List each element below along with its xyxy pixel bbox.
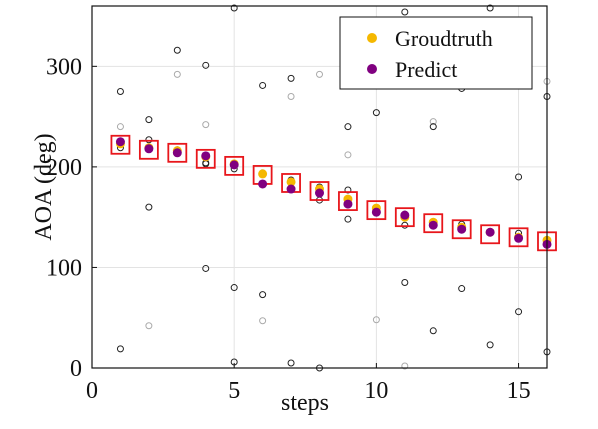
selection-box xyxy=(366,200,387,221)
candidate-point-dark xyxy=(429,327,437,335)
groudtruth-point xyxy=(286,177,296,187)
predict-point xyxy=(172,148,182,158)
selection-box xyxy=(309,181,330,201)
candidate-point-dark xyxy=(230,284,238,292)
candidate-point-dark xyxy=(116,345,124,353)
predict-point xyxy=(371,207,381,217)
y-tick-label: 100 xyxy=(46,255,82,281)
selection-box xyxy=(167,142,188,163)
legend: Groudtruth Predict xyxy=(339,16,533,90)
candidate-point-dark xyxy=(259,291,267,299)
predict-point xyxy=(115,137,125,147)
candidate-point-dark xyxy=(287,74,295,82)
candidate-point-dark xyxy=(344,215,352,223)
candidate-point-light xyxy=(429,118,437,126)
predict-point xyxy=(457,224,467,234)
candidate-point-light xyxy=(145,322,153,330)
predict-point xyxy=(229,160,239,170)
x-tick-label: 10 xyxy=(364,378,388,404)
candidate-point-light xyxy=(372,316,380,324)
y-axis-label: AOA (deg) xyxy=(31,133,57,240)
x-axis-label: steps xyxy=(281,390,329,416)
candidate-point-dark xyxy=(401,279,409,287)
legend-label-predict: Predict xyxy=(395,57,457,82)
candidate-point-light xyxy=(116,123,124,131)
predict-point xyxy=(144,144,154,154)
x-tick-label: 15 xyxy=(507,378,531,404)
candidate-point-light xyxy=(401,362,409,370)
selection-box xyxy=(138,139,159,160)
selected-boxes xyxy=(110,134,557,252)
selection-box xyxy=(195,148,216,169)
predict-point xyxy=(485,227,495,237)
selection-box xyxy=(451,219,472,240)
candidate-point-dark xyxy=(515,308,523,316)
plot-frame xyxy=(91,5,548,369)
candidate-point-dark xyxy=(486,4,494,12)
ticks xyxy=(91,65,520,369)
candidate-point-dark xyxy=(259,81,267,89)
selection-box xyxy=(480,224,501,245)
predict-point xyxy=(201,151,211,161)
legend-marker-predict xyxy=(367,64,377,74)
candidate-point-dark xyxy=(401,221,409,229)
predict-point xyxy=(428,220,438,230)
candidate-point-light xyxy=(202,121,210,129)
predict-point xyxy=(315,188,324,198)
selection-box xyxy=(224,155,245,176)
candidate-point-dark xyxy=(344,186,352,194)
selection-box xyxy=(338,191,358,211)
predict-point xyxy=(400,210,410,220)
candidate-point-dark xyxy=(145,116,153,124)
candidate-point-dark xyxy=(344,123,352,131)
candidate-point-dark xyxy=(401,8,409,16)
candidate-point-dark xyxy=(173,46,181,54)
candidate-point-light xyxy=(287,93,295,100)
candidate-point-light xyxy=(173,70,181,78)
candidate-point-dark xyxy=(486,341,494,349)
selection-box xyxy=(110,134,131,155)
candidate-point-light xyxy=(259,317,267,325)
candidate-point-dark xyxy=(145,203,153,211)
candidate-point-dark xyxy=(202,61,210,69)
candidate-point-dark xyxy=(372,109,380,117)
candidate-point-dark xyxy=(202,264,210,272)
y-tick-label: 0 xyxy=(70,356,82,382)
candidate-point-dark xyxy=(515,173,523,181)
y-tick-label: 300 xyxy=(46,54,82,80)
candidate-point-light xyxy=(316,70,323,78)
x-tick-label: 5 xyxy=(228,378,240,404)
candidate-point-dark xyxy=(116,87,124,95)
predict-point xyxy=(258,179,268,189)
y-tick-label: 200 xyxy=(46,155,82,181)
selection-box xyxy=(508,227,529,248)
candidate-point-dark xyxy=(287,359,295,367)
predict-point xyxy=(343,199,353,209)
selection-box xyxy=(423,213,444,234)
legend-label-groudtruth: Groudtruth xyxy=(395,26,493,51)
legend-marker-groudtruth xyxy=(367,33,377,43)
candidate-point-dark xyxy=(230,4,238,12)
predict-point xyxy=(286,184,296,194)
selection-box xyxy=(394,207,415,228)
groudtruth-point xyxy=(258,169,268,179)
predict-point xyxy=(514,233,524,243)
candidate-point-dark xyxy=(458,285,466,293)
tick-labels: 0 5 10 15 0 100 200 300 xyxy=(46,54,531,404)
x-tick-label: 0 xyxy=(86,378,98,404)
legend-box xyxy=(339,16,533,90)
candidate-point-dark xyxy=(145,136,153,144)
candidate-point-dark xyxy=(429,123,437,131)
candidate-point-light xyxy=(344,151,352,159)
